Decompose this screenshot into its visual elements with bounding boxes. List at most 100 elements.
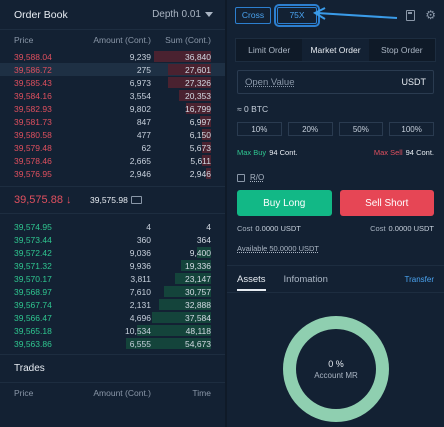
gear-icon[interactable]: ⚙ (425, 7, 436, 22)
tab-assets[interactable]: Assets (237, 274, 266, 291)
bid-row[interactable]: 39,574.95 4 4 (0, 220, 225, 233)
depth-select[interactable]: Depth 0.01 (152, 9, 213, 20)
ask-price: 39,585.43 (14, 77, 52, 88)
ask-sum: 5,673 (189, 142, 211, 153)
transfer-link[interactable]: Transfer (404, 274, 435, 284)
sell-cost: Cost 0.0000 USDT (370, 224, 434, 233)
sell-short-button[interactable]: Sell Short (339, 190, 434, 216)
bid-amount: 2,131 (129, 299, 151, 310)
bid-amount: 360 (136, 234, 151, 245)
ask-amount: 62 (141, 142, 151, 153)
ask-sum: 2,946 (189, 168, 211, 179)
ask-amount: 2,665 (129, 155, 151, 166)
ask-sum: 16,799 (185, 103, 211, 114)
ask-row[interactable]: 39,576.95 2,946 2,946 (0, 167, 225, 180)
order-book-title: Order Book (14, 8, 68, 21)
tab-limit-order[interactable]: Limit Order (248, 45, 291, 55)
order-buttons: Buy Long Sell Short (237, 190, 434, 216)
bid-row[interactable]: 39,568.97 7,610 30,757 (0, 285, 225, 298)
percent-10-button[interactable]: 10% (237, 122, 282, 136)
tab-market-order[interactable]: Market Order (302, 39, 369, 61)
trades-col-amount: Amount (Cont.) (93, 387, 151, 398)
mark-price[interactable]: 39,575.98 (90, 195, 142, 205)
bid-amount: 10,534 (125, 325, 151, 336)
ask-row[interactable]: 39,588.04 9,239 36,840 (0, 50, 225, 63)
annotation-arrow-icon (312, 7, 398, 20)
bid-row[interactable]: 39,567.74 2,131 32,888 (0, 298, 225, 311)
max-buy: Max Buy 94 Cont. (237, 148, 298, 157)
buy-cost: Cost 0.0000 USDT (237, 224, 301, 233)
cost-row: Cost 0.0000 USDT Cost 0.0000 USDT (237, 224, 434, 233)
tab-information[interactable]: Infomation (283, 273, 328, 285)
ask-amount: 2,946 (129, 168, 151, 179)
ask-price: 39,580.58 (14, 129, 52, 140)
order-topbar: Cross 75X ⚙ (227, 0, 444, 30)
ask-price: 39,588.04 (14, 51, 52, 62)
ask-price: 39,579.48 (14, 142, 52, 153)
ask-amount: 3,554 (129, 90, 151, 101)
open-value-placeholder: Open Value (245, 76, 295, 88)
tab-stop-order[interactable]: Stop Order (381, 45, 423, 55)
ask-depth-bar (201, 129, 211, 140)
ask-row[interactable]: 39,578.46 2,665 5,611 (0, 154, 225, 167)
col-price: Price (14, 35, 34, 45)
assets-tabs: Assets Infomation Transfer (227, 265, 444, 293)
asks-list: 39,588.04 9,239 36,840 39,586.72 275 27,601 39… (0, 50, 225, 180)
ask-row[interactable]: 39,581.73 847 6,997 (0, 115, 225, 128)
buy-long-button[interactable]: Buy Long (237, 190, 332, 216)
bid-price: 39,574.95 (14, 221, 52, 232)
margin-mode-button[interactable]: Cross (235, 6, 271, 24)
bid-sum: 9,400 (189, 247, 211, 258)
ask-price: 39,582.93 (14, 103, 52, 114)
ask-row[interactable]: 39,580.58 477 6,150 (0, 128, 225, 141)
ask-depth-bar (202, 155, 211, 166)
depth-label: Depth 0.01 (152, 9, 201, 20)
max-sell: Max Sell 94 Cont. (373, 148, 434, 157)
available-balance: Available 50.0000 USDT (237, 244, 319, 253)
bid-row[interactable]: 39,573.44 360 364 (0, 233, 225, 246)
bid-row[interactable]: 39,571.32 9,936 19,336 (0, 259, 225, 272)
percent-50-button[interactable]: 50% (338, 122, 384, 136)
bid-depth-bar (152, 312, 211, 323)
ask-row[interactable]: 39,585.43 6,973 27,326 (0, 76, 225, 89)
ask-depth-bar (185, 103, 211, 114)
bid-sum: 30,757 (185, 286, 211, 297)
order-book-columns: Price Amount (Cont.) Sum (Cont.) (0, 30, 225, 50)
bid-row[interactable]: 39,563.86 6,555 54,673 (0, 337, 225, 350)
open-value-input[interactable]: Open Value USDT (237, 70, 434, 94)
ask-amount: 275 (136, 64, 151, 75)
bid-depth-bar (163, 286, 211, 297)
percent-100-button[interactable]: 100% (389, 122, 434, 136)
account-mr-label: Account MR (314, 370, 358, 380)
ask-amount: 9,239 (129, 51, 151, 62)
reduce-only-row[interactable]: R/O (237, 173, 434, 182)
order-type-tabs: Limit Order Market Order Stop Order (235, 38, 436, 62)
bid-price: 39,570.17 (14, 273, 52, 284)
ask-row[interactable]: 39,582.93 9,802 16,799 (0, 102, 225, 115)
bid-price: 39,571.32 (14, 260, 52, 271)
bid-row[interactable]: 39,572.42 9,036 9,400 (0, 246, 225, 259)
ask-depth-bar (154, 51, 211, 62)
bid-amount: 6,555 (129, 338, 151, 349)
bid-sum: 32,888 (185, 299, 211, 310)
bid-amount: 4,696 (129, 312, 151, 323)
ask-row[interactable]: 39,579.48 62 5,673 (0, 141, 225, 154)
bid-sum: 37,584 (185, 312, 211, 323)
bid-row[interactable]: 39,566.47 4,696 37,584 (0, 311, 225, 324)
reduce-only-checkbox[interactable] (237, 173, 245, 182)
bid-row[interactable]: 39,570.17 3,811 23,147 (0, 272, 225, 285)
ask-row[interactable]: 39,586.72 275 27,601 (0, 63, 225, 76)
trades-col-price: Price (14, 387, 34, 398)
ask-depth-bar (168, 77, 211, 88)
chevron-down-icon (205, 12, 213, 17)
ask-row[interactable]: 39,584.16 3,554 20,353 (0, 89, 225, 102)
bid-amount: 7,610 (129, 286, 151, 297)
ask-price: 39,576.95 (14, 168, 52, 179)
bid-row[interactable]: 39,565.18 10,534 48,118 (0, 324, 225, 337)
account-mr-ring: 0 % Account MR (283, 316, 389, 422)
calculator-icon[interactable] (406, 9, 416, 21)
percent-20-button[interactable]: 20% (287, 122, 333, 136)
ask-price: 39,581.73 (14, 116, 52, 127)
bid-amount: 9,036 (129, 247, 151, 258)
ask-sum: 6,997 (189, 116, 211, 127)
